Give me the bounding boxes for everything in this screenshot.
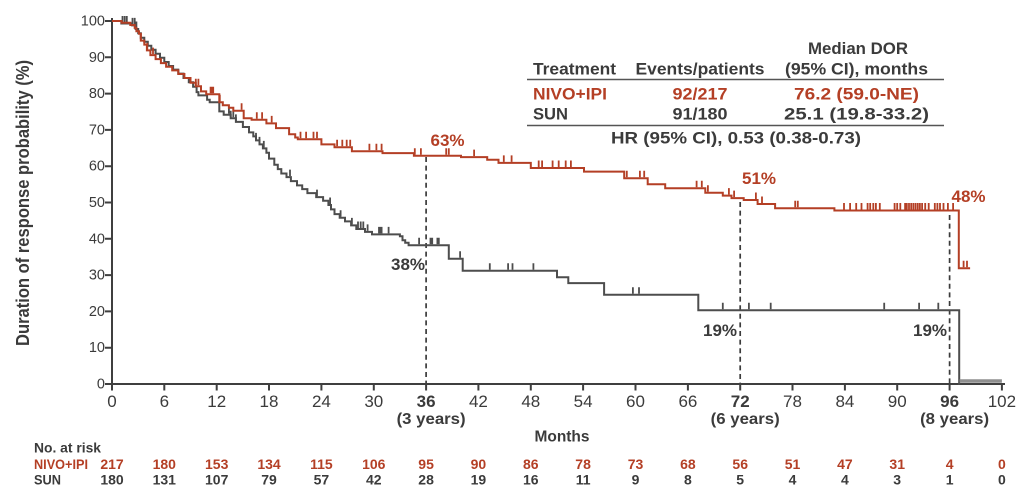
svg-text:No. at risk: No. at risk bbox=[34, 440, 101, 456]
svg-text:180: 180 bbox=[153, 456, 177, 472]
svg-text:73: 73 bbox=[628, 456, 644, 472]
svg-text:66: 66 bbox=[678, 392, 697, 411]
svg-text:48: 48 bbox=[521, 392, 540, 411]
svg-text:16: 16 bbox=[523, 472, 539, 488]
svg-text:131: 131 bbox=[153, 472, 177, 488]
svg-text:28: 28 bbox=[418, 472, 434, 488]
svg-text:91/180: 91/180 bbox=[673, 105, 728, 124]
svg-text:(3 years): (3 years) bbox=[397, 411, 466, 428]
svg-text:78: 78 bbox=[783, 392, 802, 411]
svg-text:96: 96 bbox=[940, 392, 959, 411]
svg-text:NIVO+IPI: NIVO+IPI bbox=[533, 85, 607, 104]
svg-text:72: 72 bbox=[731, 392, 750, 411]
svg-text:60: 60 bbox=[89, 159, 105, 175]
svg-text:40: 40 bbox=[89, 231, 105, 247]
svg-text:31: 31 bbox=[889, 456, 905, 472]
svg-text:8: 8 bbox=[684, 472, 692, 488]
svg-text:51: 51 bbox=[785, 456, 801, 472]
svg-text:107: 107 bbox=[205, 472, 229, 488]
svg-text:80: 80 bbox=[89, 86, 105, 102]
svg-text:54: 54 bbox=[574, 392, 593, 411]
svg-text:HR (95% CI), 0.53 (0.38-0.73): HR (95% CI), 0.53 (0.38-0.73) bbox=[611, 129, 861, 148]
svg-text:SUN: SUN bbox=[533, 105, 568, 124]
svg-text:4: 4 bbox=[841, 472, 849, 488]
svg-text:100: 100 bbox=[81, 14, 105, 30]
svg-text:(95% CI), months: (95% CI), months bbox=[785, 60, 928, 79]
svg-text:Treatment: Treatment bbox=[533, 60, 616, 79]
svg-text:48%: 48% bbox=[951, 187, 985, 206]
svg-text:0: 0 bbox=[998, 472, 1006, 488]
svg-text:0: 0 bbox=[107, 392, 116, 411]
svg-text:86: 86 bbox=[523, 456, 539, 472]
svg-text:92/217: 92/217 bbox=[673, 85, 728, 104]
svg-text:84: 84 bbox=[835, 392, 854, 411]
svg-text:153: 153 bbox=[205, 456, 229, 472]
svg-text:57: 57 bbox=[314, 472, 330, 488]
svg-text:19%: 19% bbox=[703, 321, 737, 340]
svg-text:95: 95 bbox=[418, 456, 434, 472]
svg-text:68: 68 bbox=[680, 456, 696, 472]
svg-text:Median DOR: Median DOR bbox=[808, 39, 908, 58]
svg-text:102: 102 bbox=[988, 392, 1016, 411]
svg-text:SUN: SUN bbox=[34, 472, 61, 488]
svg-text:63%: 63% bbox=[430, 131, 464, 150]
svg-text:90: 90 bbox=[89, 50, 105, 66]
svg-text:106: 106 bbox=[362, 456, 386, 472]
svg-text:0: 0 bbox=[97, 377, 105, 393]
svg-text:60: 60 bbox=[626, 392, 645, 411]
svg-text:56: 56 bbox=[732, 456, 748, 472]
svg-text:42: 42 bbox=[469, 392, 488, 411]
svg-text:18: 18 bbox=[260, 392, 279, 411]
svg-text:51%: 51% bbox=[742, 169, 776, 188]
svg-text:38%: 38% bbox=[391, 255, 425, 274]
svg-text:76.2 (59.0-NE): 76.2 (59.0-NE) bbox=[794, 85, 919, 104]
svg-text:10: 10 bbox=[89, 340, 105, 356]
svg-text:9: 9 bbox=[632, 472, 640, 488]
svg-text:217: 217 bbox=[100, 456, 124, 472]
svg-text:6: 6 bbox=[160, 392, 169, 411]
svg-text:115: 115 bbox=[310, 456, 333, 472]
svg-text:24: 24 bbox=[312, 392, 331, 411]
svg-text:90: 90 bbox=[471, 456, 487, 472]
svg-text:19: 19 bbox=[471, 472, 487, 488]
svg-text:19%: 19% bbox=[913, 321, 947, 340]
svg-text:Duration of response probabili: Duration of response probability (%) bbox=[13, 60, 33, 346]
svg-text:30: 30 bbox=[89, 268, 105, 284]
svg-text:(8 years): (8 years) bbox=[920, 411, 989, 428]
svg-text:4: 4 bbox=[789, 472, 797, 488]
svg-text:47: 47 bbox=[837, 456, 853, 472]
svg-text:4: 4 bbox=[946, 456, 954, 472]
svg-text:11: 11 bbox=[576, 472, 591, 488]
svg-text:12: 12 bbox=[207, 392, 226, 411]
svg-text:79: 79 bbox=[261, 472, 277, 488]
svg-text:5: 5 bbox=[736, 472, 744, 488]
svg-text:1: 1 bbox=[946, 472, 954, 488]
svg-text:30: 30 bbox=[364, 392, 383, 411]
svg-text:50: 50 bbox=[89, 195, 105, 211]
svg-text:Events/patients: Events/patients bbox=[636, 60, 765, 79]
svg-text:Months: Months bbox=[535, 429, 590, 446]
svg-text:134: 134 bbox=[257, 456, 281, 472]
svg-text:25.1 (19.8-33.2): 25.1 (19.8-33.2) bbox=[784, 105, 929, 124]
svg-text:42: 42 bbox=[366, 472, 382, 488]
svg-text:90: 90 bbox=[888, 392, 907, 411]
svg-text:0: 0 bbox=[998, 456, 1006, 472]
svg-text:78: 78 bbox=[575, 456, 591, 472]
svg-text:70: 70 bbox=[89, 122, 105, 138]
svg-text:20: 20 bbox=[89, 304, 105, 320]
svg-text:(6 years): (6 years) bbox=[711, 411, 780, 428]
svg-text:180: 180 bbox=[100, 472, 124, 488]
svg-text:NIVO+IPI: NIVO+IPI bbox=[34, 456, 88, 472]
svg-text:3: 3 bbox=[893, 472, 901, 488]
svg-text:36: 36 bbox=[417, 392, 436, 411]
